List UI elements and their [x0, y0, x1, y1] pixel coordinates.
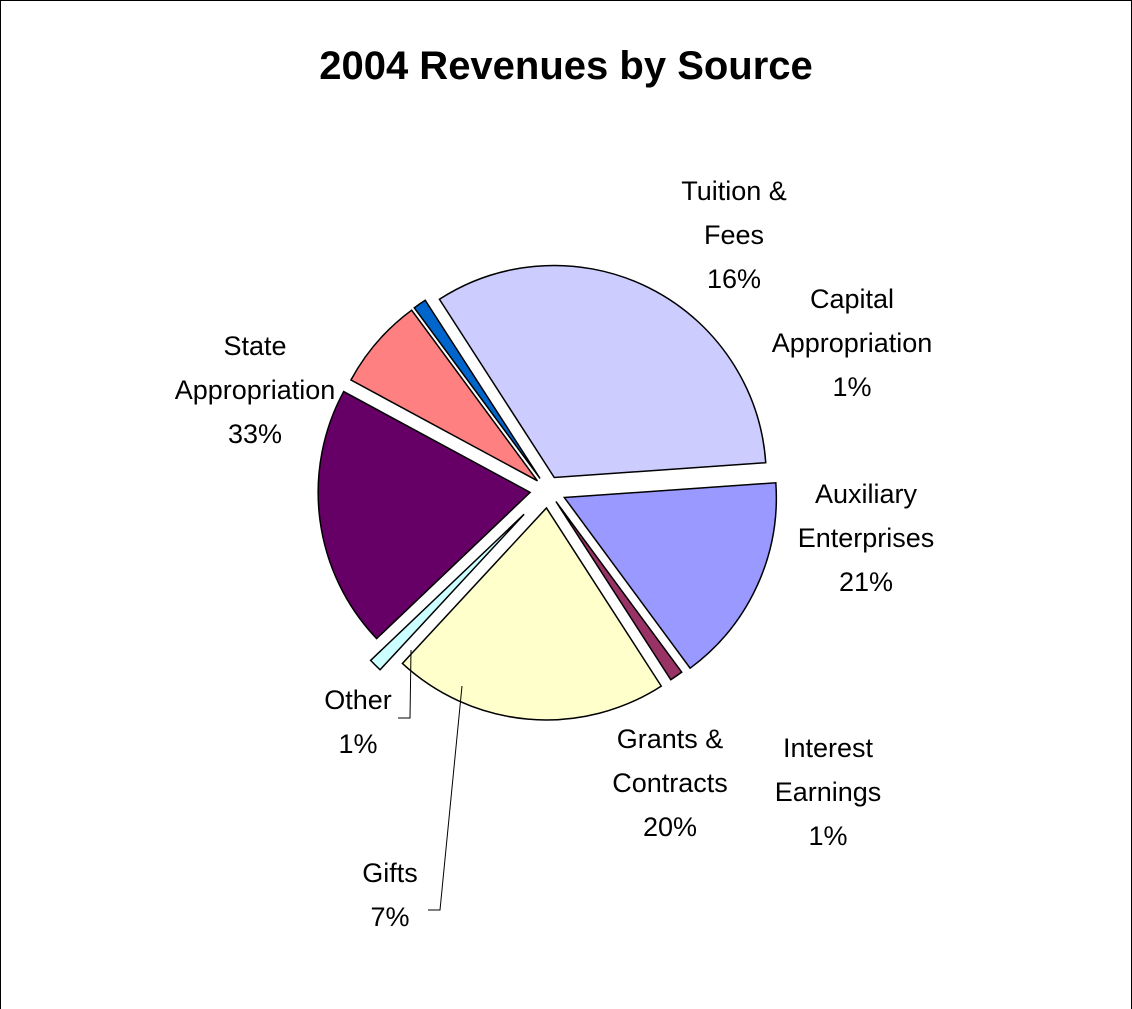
pie-slice-gifts	[349, 309, 539, 482]
slice-name-line: Appropriation	[772, 328, 933, 358]
slice-name-line: Gifts	[362, 858, 418, 888]
slice-name-line: Fees	[704, 220, 764, 250]
chart-title: 2004 Revenues by Source	[319, 44, 813, 88]
slice-percent: 7%	[370, 902, 409, 932]
pie-slice-interest-earnings	[369, 513, 525, 671]
slice-name-line: Interest	[783, 733, 874, 763]
slice-name-line: Enterprises	[798, 523, 935, 553]
pie-slice-tuition-fees	[562, 481, 778, 670]
pie-slice-state-appropriation	[438, 264, 767, 479]
slice-name-line: Earnings	[775, 777, 882, 807]
slice-name-line: Other	[324, 685, 392, 715]
slice-label-tuition-fees: Tuition & Fees 16%	[681, 176, 787, 294]
slice-percent: 1%	[338, 729, 377, 759]
slice-name-line: Auxiliary	[815, 479, 918, 509]
slice-label-auxiliary-enterprises: Auxiliary Enterprises 21%	[798, 479, 935, 597]
pie-slice-auxiliary-enterprises	[401, 506, 663, 721]
slice-percent: 20%	[643, 812, 697, 842]
slice-percent: 16%	[707, 264, 761, 294]
slice-label-capital-appropriation: Capital Appropriation 1%	[772, 284, 933, 402]
pie-slice-capital-appropriation	[555, 501, 683, 681]
slice-percent: 1%	[832, 372, 871, 402]
slice-name-line: Capital	[810, 284, 894, 314]
slice-percent: 33%	[228, 419, 282, 449]
slice-name-line: State	[223, 331, 286, 361]
slice-label-state-appropriation: State Appropriation 33%	[175, 331, 336, 449]
leader-line-gifts	[428, 685, 463, 911]
slice-label-gifts: Gifts 7%	[362, 858, 418, 932]
slice-percent: 1%	[808, 821, 847, 851]
slice-label-interest-earnings: Interest Earnings 1%	[775, 733, 882, 851]
slice-name-line: Grants &	[617, 724, 724, 754]
slice-label-other: Other 1%	[324, 685, 392, 759]
slice-label-grants-contracts: Grants & Contracts 20%	[612, 724, 728, 842]
slice-name-line: Tuition &	[681, 176, 787, 206]
pie-slice-other	[413, 299, 541, 479]
slice-name-line: Appropriation	[175, 375, 336, 405]
leader-line-other	[398, 649, 412, 719]
slice-percent: 21%	[839, 567, 893, 597]
slice-name-line: Contracts	[612, 768, 728, 798]
pie-slice-grants-contracts	[317, 390, 532, 640]
